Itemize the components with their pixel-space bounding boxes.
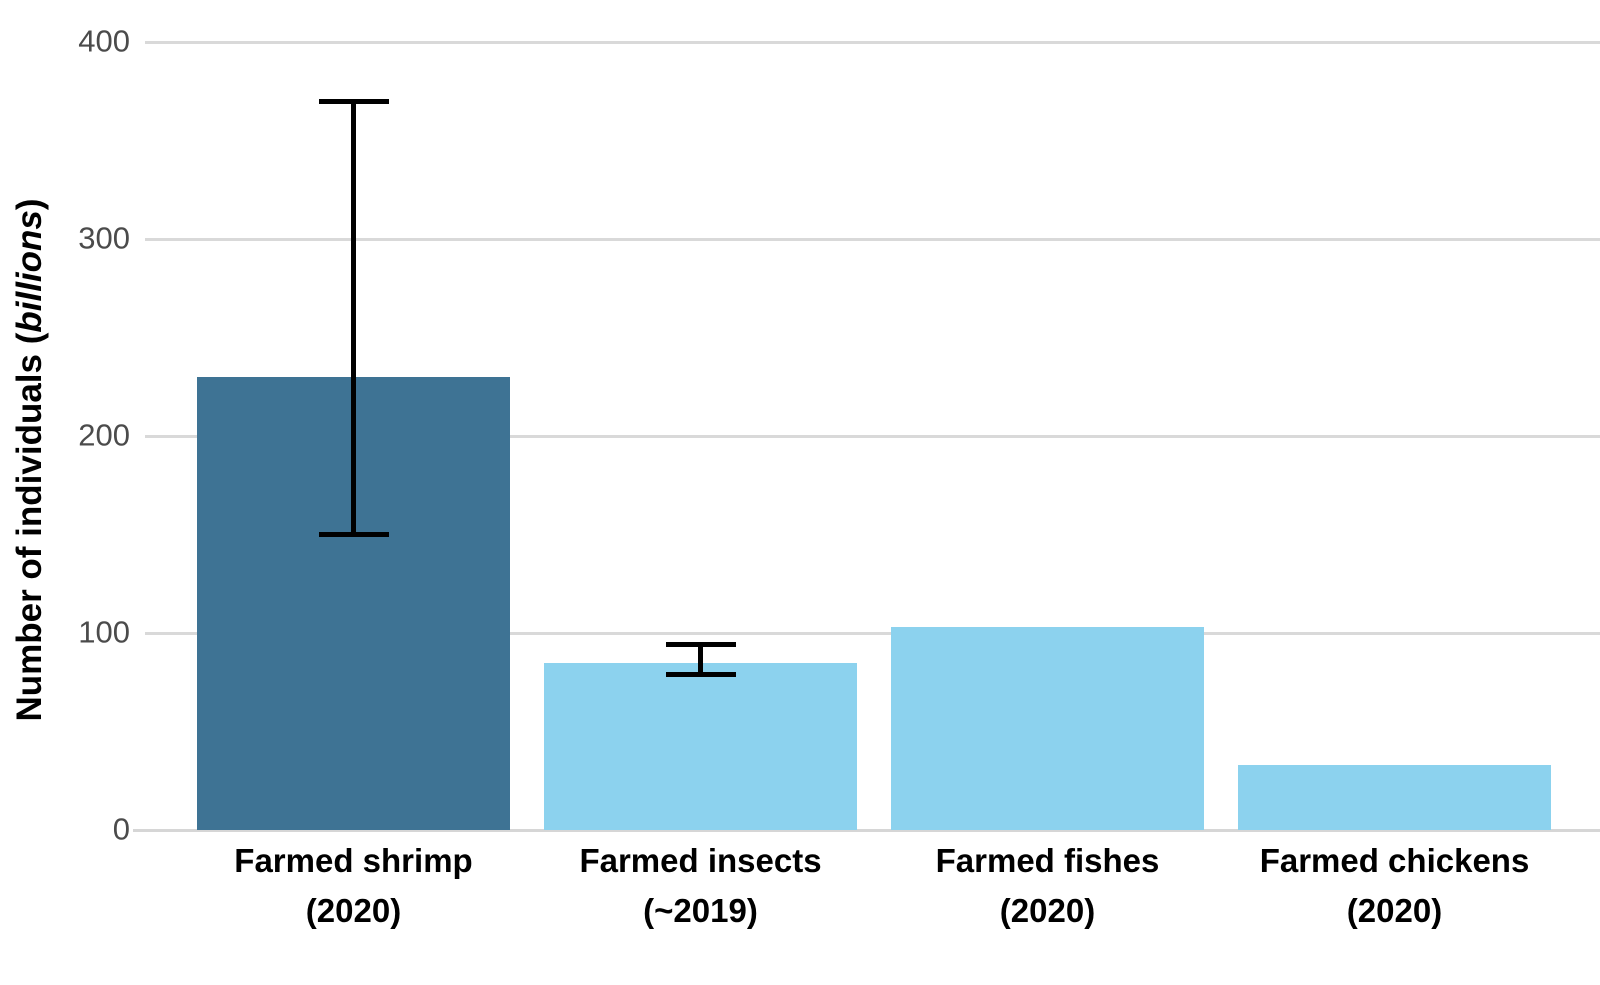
- y-tick-label-200: 200: [78, 417, 130, 453]
- x-label-farmed-shrimp: Farmed shrimp (2020): [234, 836, 472, 936]
- gridline-y-200: [145, 434, 1600, 438]
- bar-farmed-insects: [544, 662, 857, 830]
- y-tick-label-100: 100: [78, 614, 130, 650]
- y-axis-title-prefix: Number of individuals (: [10, 332, 49, 722]
- x-label-farmed-insects: Farmed insects (~2019): [579, 836, 821, 936]
- x-label-line: (~2019): [643, 892, 758, 929]
- gridline-y-300: [145, 237, 1600, 241]
- x-label-line: (2020): [305, 892, 402, 929]
- x-label-line: Farmed shrimp: [234, 842, 473, 879]
- y-tick-label-0: 0: [112, 811, 130, 847]
- error-bar-line-farmed-insects: [698, 644, 703, 675]
- y-tick-label-300: 300: [78, 220, 130, 256]
- error-bar-cap-low-farmed-shrimp: [318, 532, 389, 537]
- bar-farmed-chickens: [1238, 764, 1551, 830]
- error-bar-cap-high-farmed-shrimp: [318, 98, 389, 104]
- bar-farmed-fishes: [891, 627, 1204, 830]
- error-bar-cap-high-farmed-insects: [665, 642, 736, 648]
- x-label-farmed-chickens: Farmed chickens (2020): [1260, 836, 1530, 936]
- x-label-line: Farmed insects: [579, 842, 822, 879]
- gridline-y-100: [145, 631, 1600, 635]
- x-label-line: (2020): [1346, 892, 1443, 929]
- gridline-y-400: [145, 40, 1600, 44]
- x-label-farmed-fishes: Farmed fishes (2020): [936, 836, 1160, 936]
- x-label-line: Farmed chickens: [1259, 842, 1530, 879]
- y-axis-title-suffix: ): [10, 198, 49, 211]
- error-bar-line-farmed-shrimp: [351, 101, 356, 535]
- y-tick-label-400: 400: [78, 23, 130, 59]
- gridline-y-0: [133, 828, 1600, 832]
- x-label-line: (2020): [999, 892, 1096, 929]
- error-bar-cap-low-farmed-insects: [665, 671, 736, 677]
- x-label-line: Farmed fishes: [935, 842, 1160, 879]
